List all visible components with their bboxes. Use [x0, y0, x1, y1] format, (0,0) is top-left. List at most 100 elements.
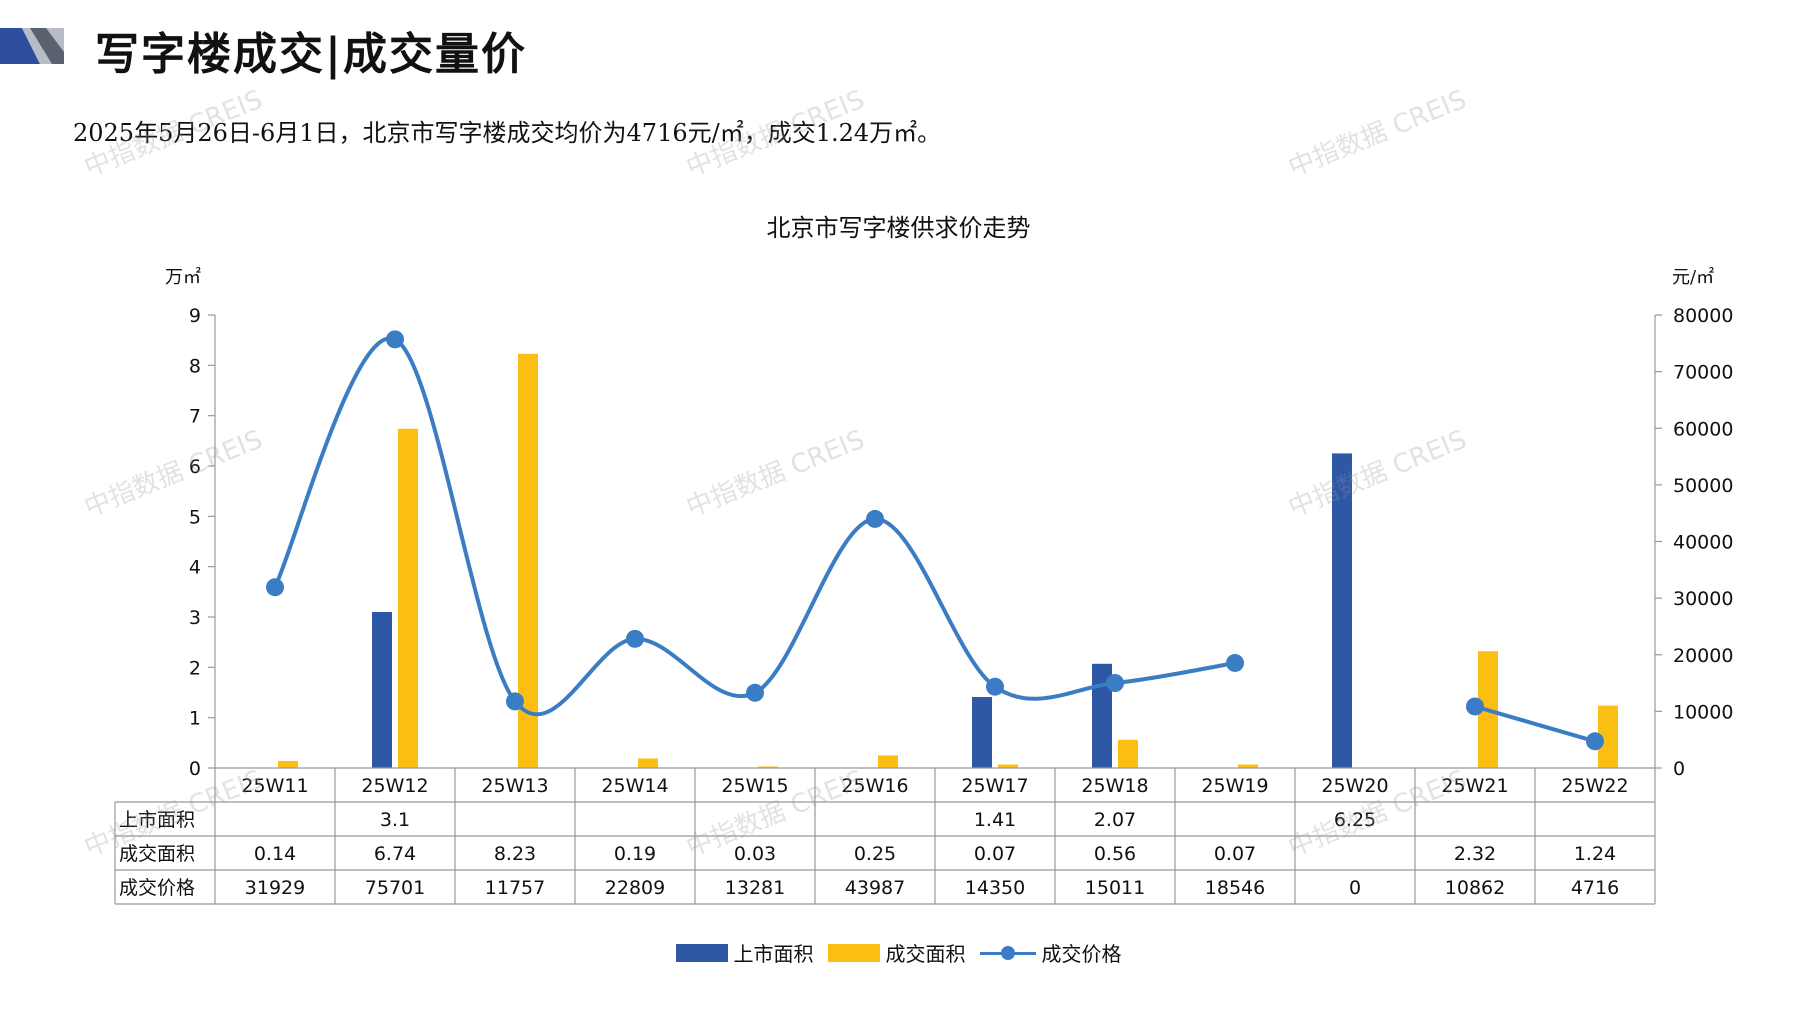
left-tick-label: 4: [189, 557, 201, 579]
table-row-label: 上市面积: [119, 809, 195, 831]
table-cell-value: 2.32: [1454, 843, 1496, 865]
table-cell-value: 0.14: [254, 843, 296, 865]
x-tick-label: 25W13: [481, 775, 548, 797]
table-cell-value: 0.07: [974, 843, 1016, 865]
legend-item-deal: 成交面积: [827, 938, 966, 967]
left-tick-label: 8: [189, 355, 201, 377]
right-tick-label: 40000: [1673, 532, 1733, 554]
bar-deal: [518, 353, 538, 768]
legend-swatch-supply: [675, 943, 728, 962]
price-point: [746, 683, 764, 702]
header: 写字楼成交|成交量价: [0, 0, 1797, 90]
bar-deal: [278, 760, 298, 768]
price-point: [1106, 674, 1124, 693]
table-row-label: 成交价格: [119, 877, 195, 899]
summary-text: 2025年5月26日-6月1日，北京市写字楼成交均价为4716元/㎡，成交1.2…: [73, 119, 942, 147]
table-cell-value: 13281: [725, 877, 785, 899]
table-cell-value: 75701: [365, 877, 425, 899]
bar-deal: [398, 428, 418, 768]
x-tick-label: 25W19: [1201, 775, 1268, 797]
right-tick-label: 80000: [1673, 305, 1733, 327]
left-tick-label: 7: [189, 406, 201, 428]
x-tick-label: 25W20: [1321, 775, 1388, 797]
price-line: [273, 336, 1236, 717]
bar-deal: [1118, 739, 1138, 768]
price-point: [386, 330, 404, 349]
x-tick-label: 25W17: [961, 775, 1028, 797]
price-point: [1466, 697, 1484, 716]
bar-supply: [1332, 453, 1352, 768]
table-cell-value: 2.07: [1094, 809, 1136, 831]
price-point: [866, 509, 884, 528]
table-cell-value: 8.23: [494, 843, 536, 865]
x-tick-label: 25W22: [1561, 775, 1628, 797]
table-cell-value: 0.56: [1094, 843, 1136, 865]
x-tick-label: 25W16: [841, 775, 908, 797]
table-cell-value: 31929: [245, 877, 305, 899]
table-row-label: 成交面积: [119, 843, 195, 865]
legend-label-supply: 上市面积: [733, 942, 814, 966]
right-tick-label: 60000: [1673, 418, 1733, 440]
bar-deal: [1238, 764, 1258, 768]
price-point: [986, 677, 1004, 696]
right-tick-label: 10000: [1673, 701, 1733, 723]
price-point: [266, 578, 284, 597]
table-cell-value: 0.25: [854, 843, 896, 865]
chart-legend: 上市面积 成交面积 成交价格: [0, 938, 1797, 967]
legend-swatch-deal: [827, 943, 880, 962]
bar-deal: [638, 758, 658, 768]
right-tick-label: 30000: [1673, 588, 1733, 610]
x-tick-label: 25W15: [721, 775, 788, 797]
left-tick-label: 3: [189, 607, 201, 629]
left-tick-label: 0: [189, 758, 201, 780]
legend-item-supply: 上市面积: [675, 938, 814, 967]
table-cell-value: 14350: [965, 877, 1025, 899]
x-tick-label: 25W18: [1081, 775, 1148, 797]
legend-item-price: 成交价格: [979, 938, 1122, 967]
left-tick-label: 2: [189, 657, 201, 679]
left-axis-unit: 万㎡: [165, 267, 201, 288]
right-tick-label: 0: [1673, 758, 1685, 780]
price-point: [1226, 653, 1244, 672]
bar-supply: [1092, 663, 1112, 768]
bar-deal: [878, 755, 898, 768]
right-tick-label: 20000: [1673, 645, 1733, 667]
table-cell-value: 10862: [1445, 877, 1505, 899]
x-tick-label: 25W12: [361, 775, 428, 797]
right-tick-label: 50000: [1673, 475, 1733, 497]
x-tick-label: 25W14: [601, 775, 668, 797]
table-cell-value: 6.74: [374, 843, 416, 865]
bar-supply: [372, 611, 392, 768]
table-cell-value: 18546: [1205, 877, 1265, 899]
table-cell-value: 0.19: [614, 843, 656, 865]
legend-label-deal: 成交面积: [885, 942, 966, 966]
left-tick-label: 9: [189, 305, 201, 327]
price-point: [626, 629, 644, 648]
right-tick-label: 70000: [1673, 362, 1733, 384]
table-cell-value: 1.24: [1574, 843, 1616, 865]
bar-supply: [972, 697, 992, 768]
bar-deal: [1598, 705, 1618, 768]
left-tick-label: 5: [189, 506, 201, 528]
left-tick-label: 1: [189, 708, 201, 730]
chart-title: 北京市写字楼供求价走势: [766, 214, 1031, 242]
table-cell-value: 6.25: [1334, 809, 1376, 831]
logo-icon: [0, 28, 64, 64]
page-title: 写字楼成交|成交量价: [95, 29, 528, 80]
table-cell-value: 15011: [1085, 877, 1145, 899]
table-cell-value: 0: [1349, 877, 1361, 899]
price-point: [506, 692, 524, 711]
table-cell-value: 43987: [845, 877, 905, 899]
price-line: [1474, 704, 1596, 744]
table-cell-value: 0.07: [1214, 843, 1256, 865]
left-tick-label: 6: [189, 456, 201, 478]
legend-label-price: 成交价格: [1041, 942, 1122, 966]
x-tick-label: 25W21: [1441, 775, 1508, 797]
legend-swatch-price: [979, 943, 1036, 963]
table-cell-value: 4716: [1571, 877, 1619, 899]
table-cell-value: 22809: [605, 877, 665, 899]
table-cell-value: 0.03: [734, 843, 776, 865]
table-cell-value: 1.41: [974, 809, 1016, 831]
price-point: [1586, 732, 1604, 751]
